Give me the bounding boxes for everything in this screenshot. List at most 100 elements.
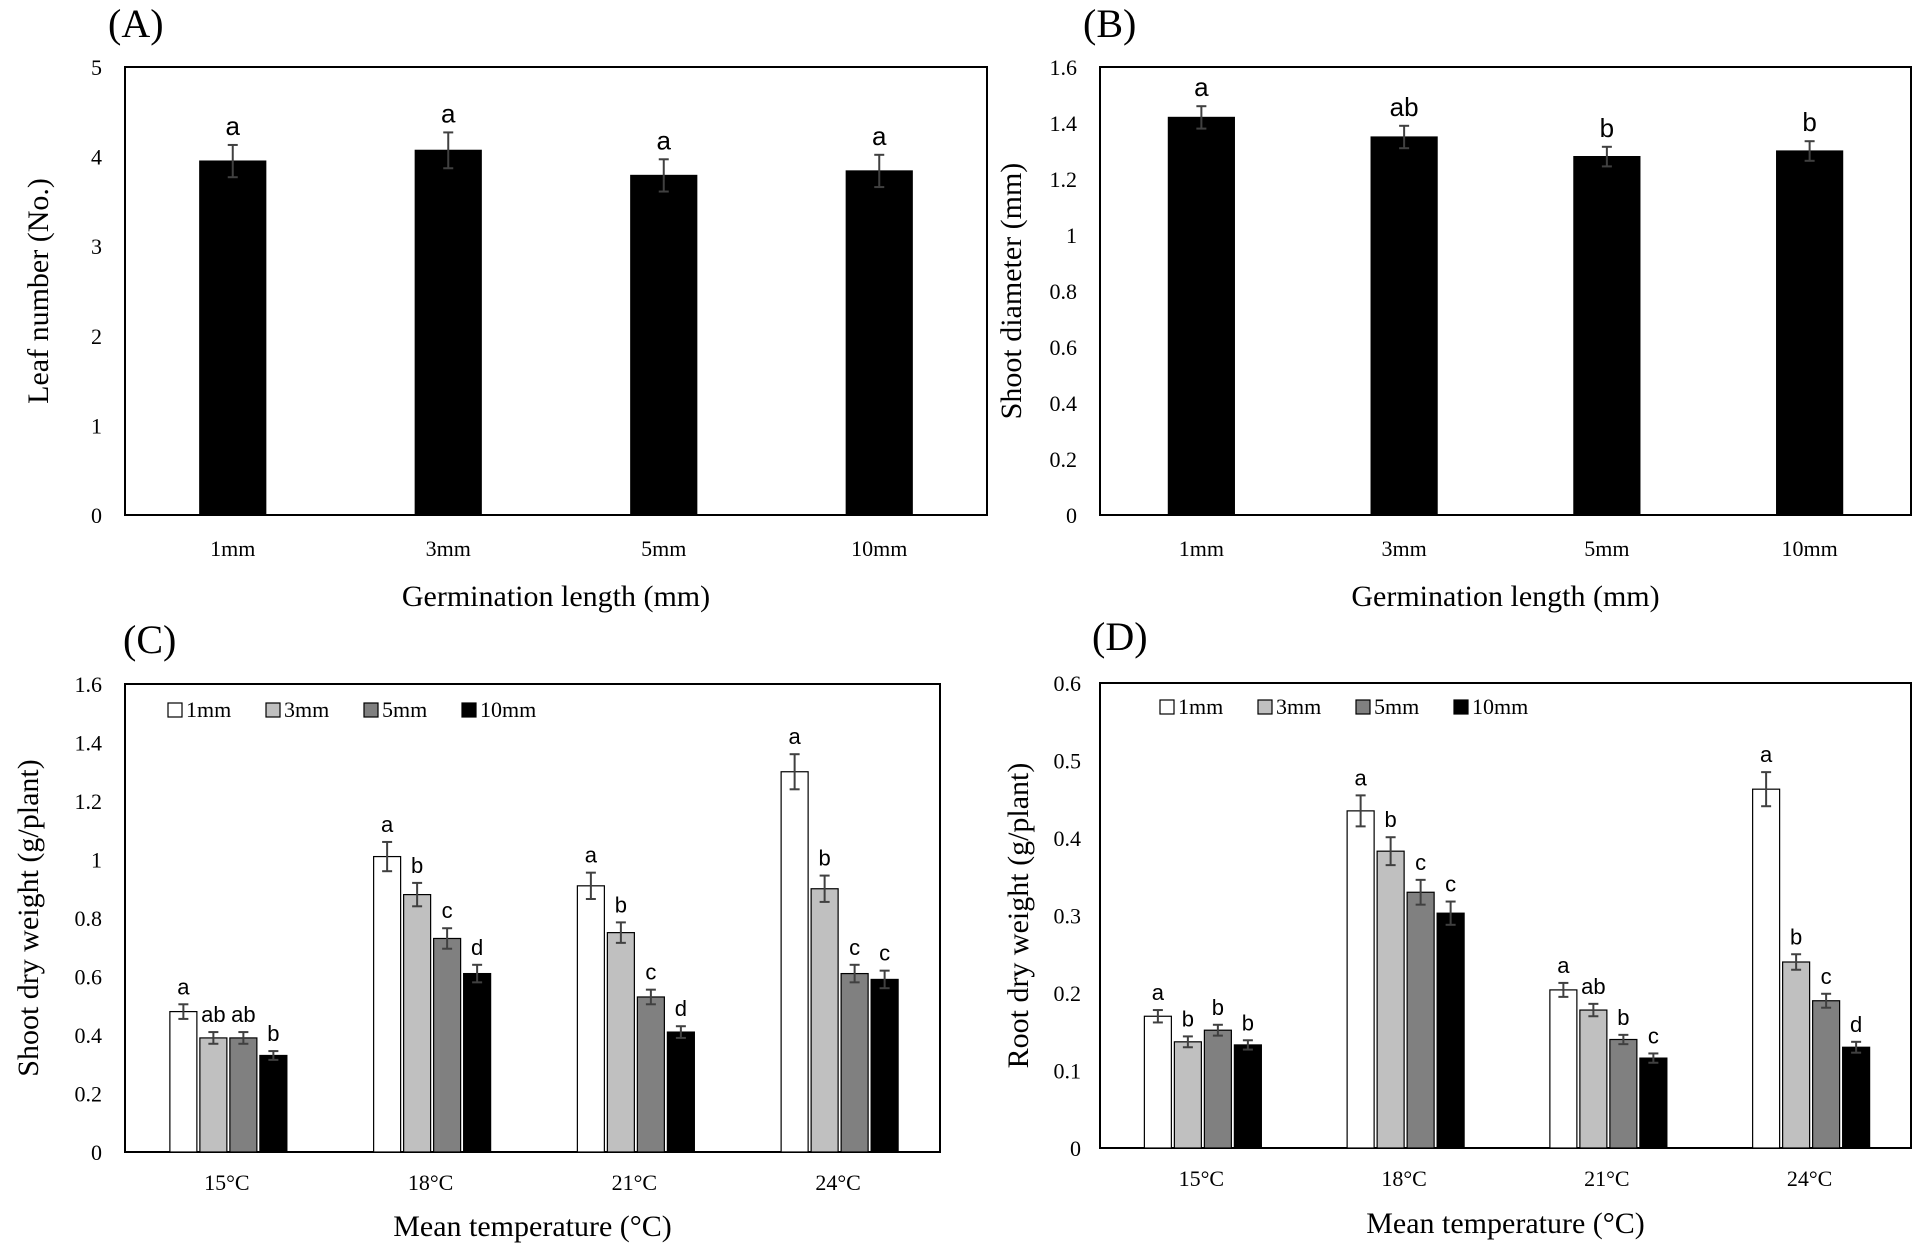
bar (373, 855, 402, 1153)
legend-label: 10mm (1472, 694, 1528, 719)
bar (576, 885, 605, 1153)
bar (1776, 150, 1844, 516)
chart-panel-a: (A) 0 1 2 3 4 5 Leaf number (No.) Germination le… (22, 1, 988, 613)
y-axis-label: Leaf number (No.) (22, 178, 55, 404)
chart-legend: 1mm 3mm 5mm 10mm (167, 697, 536, 722)
significance-letter: b (1802, 107, 1816, 137)
significance-letter: b (1242, 1010, 1254, 1035)
error-bar (1385, 836, 1396, 867)
bar (810, 888, 839, 1153)
significance-letter: ab (1581, 974, 1605, 999)
bar (1573, 156, 1641, 516)
significance-letter: c (1821, 964, 1832, 989)
x-tick-label: 5mm (1584, 536, 1629, 561)
bar (259, 1054, 288, 1153)
error-bar (178, 1003, 189, 1020)
significance-letter: a (1194, 72, 1209, 102)
bar (1549, 989, 1578, 1149)
significance-letter: a (177, 974, 190, 999)
bar (1233, 1044, 1262, 1149)
significance-letter: b (1790, 924, 1802, 949)
bar (1406, 891, 1435, 1149)
x-tick-label: 10mm (851, 536, 907, 561)
plot-frame (124, 683, 941, 1153)
x-tick-label: 1mm (210, 536, 255, 561)
significance-letter: ab (1390, 92, 1419, 122)
y-tick-label: 0 (1066, 503, 1077, 528)
y-tick-label: 0.6 (1054, 671, 1082, 696)
error-bar (1355, 794, 1366, 828)
y-tick-label: 0.3 (1054, 904, 1082, 929)
error-bar (879, 969, 890, 990)
error-bar (382, 840, 393, 873)
bar (199, 160, 267, 516)
legend-label: 3mm (284, 697, 329, 722)
significance-letter: d (471, 935, 483, 960)
bar (1370, 136, 1438, 516)
bar (606, 932, 635, 1153)
legend-swatch (167, 702, 183, 718)
bar (1346, 810, 1375, 1149)
bar (636, 996, 665, 1153)
bar (1609, 1038, 1638, 1149)
significance-letter: a (441, 98, 456, 128)
significance-letter: c (849, 935, 860, 960)
y-tick-label: 0.8 (75, 906, 103, 931)
legend-label: 1mm (186, 697, 231, 722)
significance-letter: b (615, 892, 627, 917)
x-tick-label: 3mm (426, 536, 471, 561)
y-tick-label: 1 (1066, 223, 1077, 248)
bar (1752, 788, 1781, 1149)
error-bar (1791, 953, 1802, 971)
error-bar (1648, 1052, 1659, 1064)
error-bar (238, 1031, 249, 1045)
bar (845, 170, 913, 516)
y-tick-label: 5 (91, 55, 102, 80)
y-tick-label: 0.8 (1050, 279, 1078, 304)
plot-frame (1099, 682, 1912, 1149)
panel-label: (C) (123, 617, 176, 662)
bar (1842, 1046, 1871, 1149)
bar (463, 972, 492, 1153)
error-bar (1821, 992, 1832, 1009)
bar (169, 1010, 198, 1153)
error-bar (472, 963, 483, 984)
bar (780, 771, 809, 1153)
error-bar (1618, 1033, 1629, 1046)
error-bar (1415, 878, 1426, 906)
error-bar (585, 871, 596, 900)
error-bar (789, 753, 800, 791)
y-tick-label: 1 (91, 848, 102, 873)
bar (666, 1031, 695, 1153)
error-bar (268, 1050, 279, 1061)
bar (414, 149, 482, 516)
legend-swatch (265, 702, 281, 718)
bar (1436, 912, 1465, 1149)
legend-label: 1mm (1178, 694, 1223, 719)
y-tick-label: 0.6 (1050, 335, 1078, 360)
chart-panel-c: (C) 0 0.2 0.4 0.6 0.8 1 1.2 1.4 1.6 Shoot dry weig… (12, 617, 941, 1243)
error-bar (1558, 981, 1569, 998)
significance-letter: b (819, 846, 831, 871)
bar (1812, 1000, 1841, 1149)
error-bar (1804, 140, 1815, 162)
panel-label: (B) (1083, 1, 1136, 46)
legend-swatch (1159, 699, 1175, 715)
bar (840, 972, 869, 1153)
x-axis-label: Mean temperature (°C) (1366, 1207, 1645, 1240)
x-tick-label: 24°C (1787, 1166, 1832, 1191)
bar (870, 978, 899, 1153)
panel-label: (D) (1092, 614, 1148, 659)
significance-letter: a (585, 843, 598, 868)
bar (1167, 116, 1235, 516)
y-tick-label: 0 (1070, 1136, 1081, 1161)
y-tick-label: 1.4 (75, 731, 103, 756)
y-tick-label: 1 (91, 413, 102, 438)
error-bar (874, 153, 885, 189)
significance-letter: b (1385, 807, 1397, 832)
significance-letter: a (1152, 980, 1165, 1005)
error-bar (1399, 124, 1410, 150)
error-bar (645, 988, 656, 1006)
y-tick-label: 0.2 (1054, 981, 1082, 1006)
plot-frame (124, 66, 988, 516)
